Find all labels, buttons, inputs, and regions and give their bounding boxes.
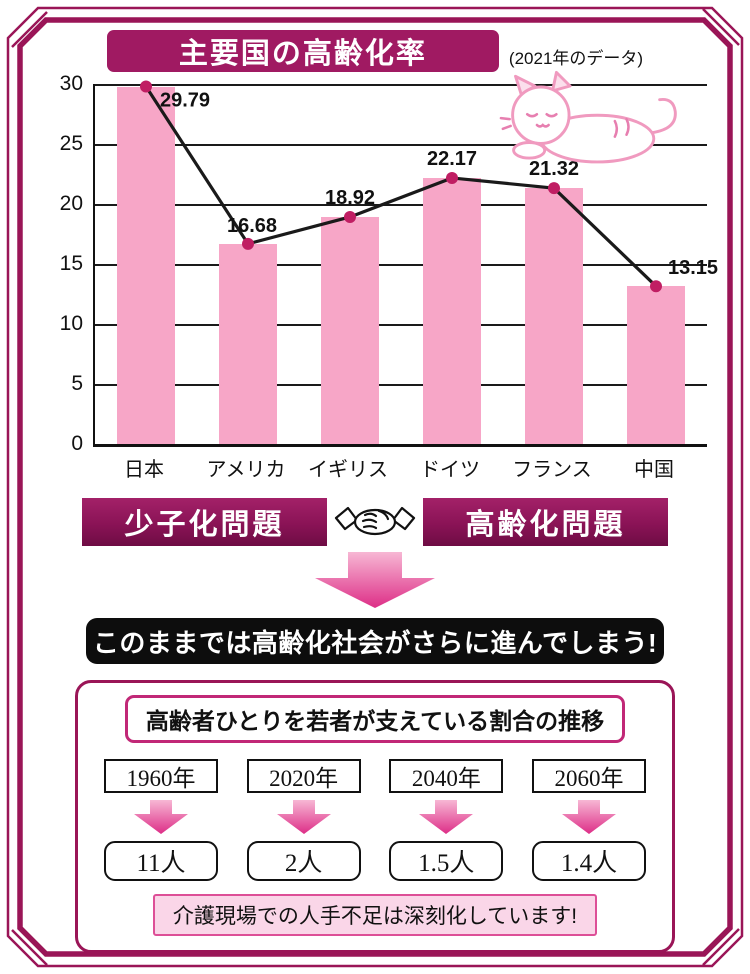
x-axis-label: イギリス — [308, 459, 388, 481]
title-row: 主要国の高齢化率 (2021年のデータ) — [34, 30, 716, 72]
count-box: 1.4人 — [531, 841, 646, 881]
gridline — [95, 204, 707, 206]
y-tick-label: 20 — [59, 192, 83, 215]
year-box: 2040年 — [389, 759, 504, 793]
warning-banner: このままでは高齢化社会がさらに進んでしまう! — [86, 618, 664, 664]
bar-中国 — [627, 286, 685, 444]
cat-face — [499, 112, 630, 138]
bar-アメリカ — [219, 243, 277, 444]
down-arrow-icon — [315, 552, 435, 608]
year-box: 2020年 — [246, 759, 361, 793]
bar-slot — [401, 84, 503, 444]
chart-title: 主要国の高齢化率 — [106, 30, 499, 72]
value-label: 18.92 — [325, 187, 375, 209]
down-arrow-icon — [134, 800, 188, 834]
count-box: 11人 — [104, 841, 218, 881]
support-column: 2020年 2人 — [243, 759, 365, 881]
gridline — [95, 264, 707, 266]
value-label: 22.17 — [427, 148, 477, 170]
bar-slot — [503, 84, 605, 444]
x-axis-label: アメリカ — [206, 459, 286, 481]
y-tick-label: 30 — [59, 72, 83, 95]
down-arrow-icon — [276, 800, 331, 834]
data-point — [548, 182, 560, 195]
support-column: 2040年 1.5人 — [385, 759, 507, 881]
data-point — [446, 171, 458, 184]
aging-rate-chart: 0 5 10 15 20 25 30 29.79 16.68 18.92 22.17 21.32 13… — [45, 70, 718, 482]
bar-slot — [95, 84, 197, 444]
value-label: 21.32 — [529, 158, 579, 180]
y-tick-label: 0 — [71, 432, 83, 455]
data-point — [242, 237, 254, 250]
bar-イギリス — [321, 216, 379, 444]
x-axis-label: ドイツ — [420, 459, 480, 481]
year-box: 2060年 — [531, 759, 646, 793]
declining-birthrate-box: 少子化問題 — [82, 498, 327, 546]
y-tick-label: 5 — [71, 372, 83, 395]
bar-slot — [605, 84, 707, 444]
year-box: 1960年 — [104, 759, 218, 793]
down-arrow-icon — [419, 800, 474, 834]
care-shortage-note: 介護現場での人手不足は深刻化しています! — [152, 894, 598, 936]
handshake-icon — [334, 506, 416, 536]
y-tick-label: 15 — [59, 252, 83, 275]
chart-body: 0 5 10 15 20 25 30 29.79 16.68 18.92 22.17 21.32 13… — [45, 72, 718, 455]
gridline — [95, 384, 707, 386]
value-label: 16.68 — [227, 215, 277, 237]
bars — [95, 84, 707, 444]
frame-inner-line — [17, 17, 733, 957]
value-label: 29.79 — [160, 90, 210, 112]
count-box: 2人 — [246, 841, 361, 881]
chart-subtitle: (2021年のデータ) — [508, 49, 644, 68]
value-label: 13.15 — [668, 257, 718, 279]
x-axis-label: 日本 — [124, 459, 164, 481]
y-tick-label: 10 — [59, 312, 83, 335]
count-box: 1.5人 — [389, 841, 504, 881]
bar-slot — [197, 84, 299, 444]
support-ratio-panel: 高齢者ひとりを若者が支えている割合の推移 1960年 11人 2020年 2人 2040… — [75, 680, 675, 953]
cat-body — [511, 70, 677, 164]
frame-corner-accents — [11, 8, 740, 966]
gridline — [95, 84, 707, 86]
bar-日本 — [117, 86, 175, 444]
cat-illustration — [499, 70, 677, 164]
aging-problem-box: 高齢化問題 — [423, 498, 668, 546]
data-point — [650, 280, 662, 293]
bar-ドイツ — [423, 177, 481, 444]
handshake-box — [327, 493, 423, 551]
big-arrow-wrap — [34, 552, 716, 608]
y-axis: 0 5 10 15 20 25 30 — [45, 72, 93, 455]
x-axis-labels: 日本 アメリカ イギリス ドイツ フランス 中国 — [93, 453, 705, 482]
data-point — [140, 80, 152, 93]
trend-line — [144, 85, 658, 288]
down-arrow-icon — [561, 800, 616, 834]
gridline — [95, 324, 707, 326]
gridline — [95, 144, 707, 146]
support-column: 2060年 1.4人 — [528, 759, 650, 881]
support-column: 1960年 11人 — [100, 759, 222, 881]
plot-area: 29.79 16.68 18.92 22.17 21.32 13.15 — [93, 80, 718, 447]
x-axis-label: 中国 — [634, 459, 674, 481]
support-panel-title: 高齢者ひとりを若者が支えている割合の推移 — [124, 695, 626, 743]
y-tick-label: 25 — [59, 132, 83, 155]
line-overlay: 29.79 16.68 18.92 22.17 21.32 13.15 — [140, 80, 718, 293]
problem-row: 少子化問題 高齢化問題 — [82, 493, 668, 551]
x-axis-label: フランス — [512, 459, 592, 481]
frame-outer-line — [6, 6, 744, 968]
bar-フランス — [525, 188, 583, 444]
support-columns: 1960年 11人 2020年 2人 2040年 1.5人 2060年 1.4人 — [96, 759, 654, 881]
data-point — [344, 210, 356, 223]
bar-slot — [299, 84, 401, 444]
